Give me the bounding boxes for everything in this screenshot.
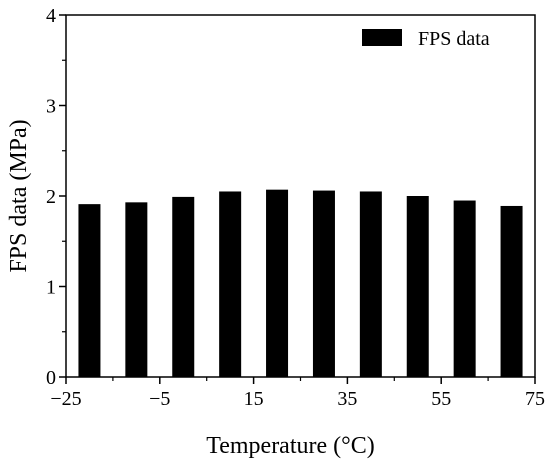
bar [266,189,289,377]
y-tick-label: 0 [46,367,56,389]
y-tick-label: 3 [46,96,56,118]
y-tick-label: 4 [46,5,56,27]
bars [78,189,523,377]
bar [219,191,242,377]
x-tick-label: 55 [431,388,451,410]
bar [78,204,101,377]
y-axis-ticks: 0 1 2 3 4 [46,5,66,389]
bar [359,191,382,377]
x-tick-label: 75 [525,388,545,410]
bar [500,205,523,377]
bar [125,202,148,377]
x-tick-label: 35 [337,388,357,410]
x-tick-label: 15 [244,388,264,410]
bar [453,200,476,377]
x-tick-label: −5 [149,388,170,410]
y-tick-label: 1 [46,277,56,299]
legend-label: FPS data [418,28,490,50]
legend-swatch [362,29,402,46]
legend: FPS data [362,28,490,50]
x-tick-label: −25 [50,388,81,410]
x-axis-ticks: −25 −5 15 35 55 75 [50,377,545,410]
y-axis-title: FPS data (MPa) [6,119,32,272]
y-tick-label: 2 [46,186,56,208]
bar [172,196,195,377]
x-axis-title: Temperature (°C) [206,433,375,459]
bar [312,190,335,377]
bar [406,196,429,377]
